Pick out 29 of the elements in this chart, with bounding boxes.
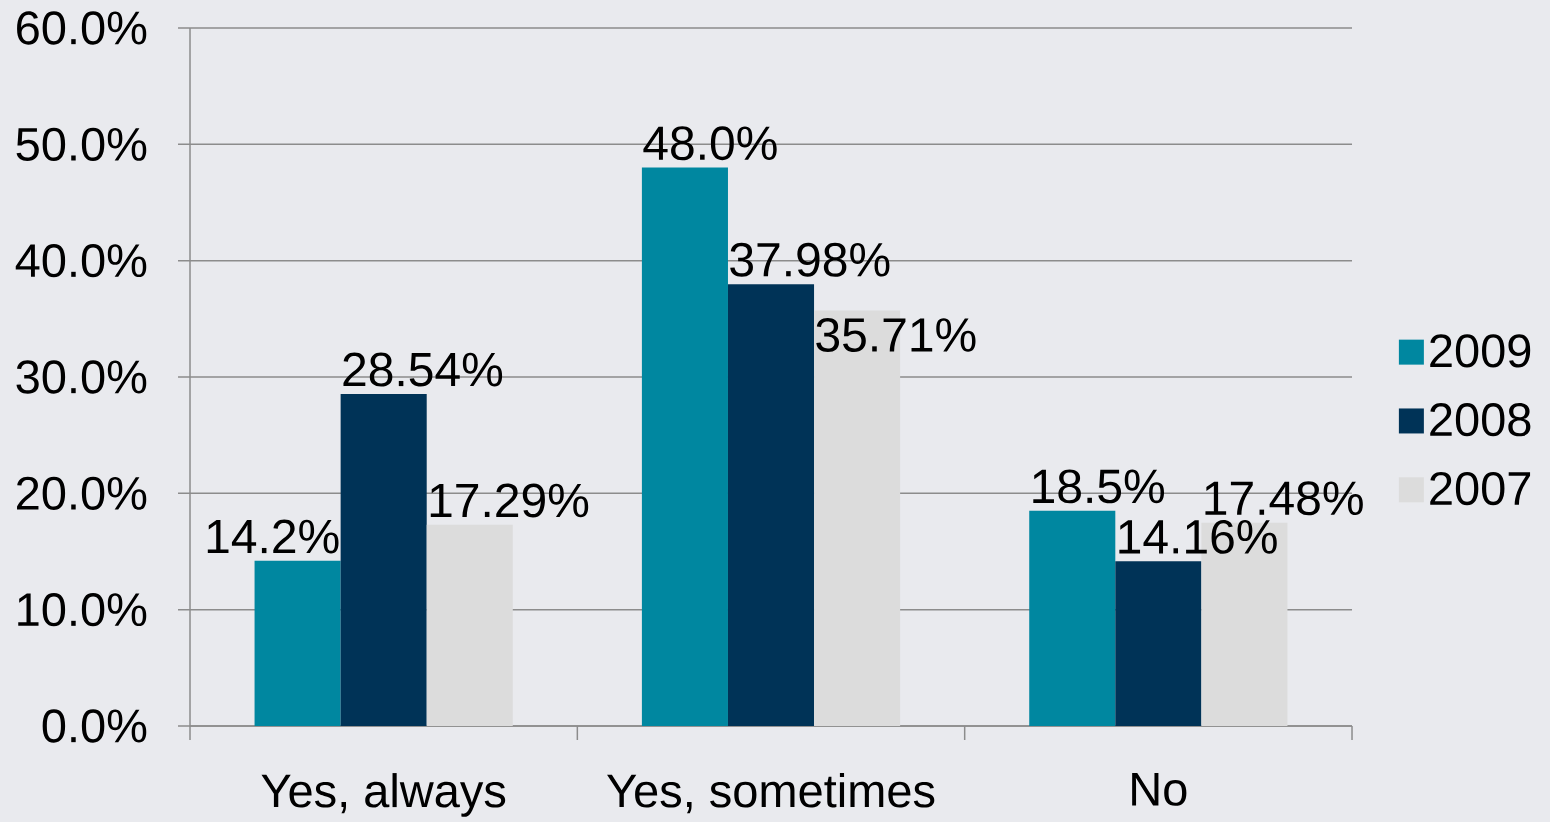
legend-label: 2009 (1430, 334, 1531, 368)
legend-label: 2007 (1430, 471, 1531, 506)
y-tick-label: 10.0% (18, 593, 147, 627)
bar (1029, 510, 1116, 726)
data-label: 37.98% (730, 242, 890, 277)
bar (1115, 561, 1202, 726)
bar (340, 393, 427, 726)
x-tick-label: Yes, sometimes (607, 773, 935, 814)
bar (426, 524, 513, 726)
data-label: 35.71% (816, 317, 976, 352)
y-tick-label: 0.0% (42, 709, 147, 743)
data-label: 17.48% (1205, 481, 1363, 516)
y-tick-label: 60.0% (17, 11, 147, 45)
data-label: 48.0% (643, 126, 777, 161)
data-label: 28.54% (343, 352, 503, 387)
legend-label: 2008 (1430, 403, 1531, 437)
bar (254, 560, 341, 726)
y-tick-label: 30.0% (16, 360, 147, 394)
bar (727, 284, 815, 726)
y-tick-label: 50.0% (16, 127, 147, 161)
data-label: 18.5% (1033, 469, 1165, 504)
data-label: 14.16% (1119, 519, 1277, 554)
data-label: 14.2% (207, 519, 339, 554)
y-tick-label: 20.0% (17, 476, 147, 510)
x-tick-label: No (1132, 773, 1187, 806)
y-tick-label: 40.0% (15, 244, 147, 278)
x-tick-label: Yes, always (261, 773, 506, 817)
data-label: 17.29% (430, 483, 589, 518)
bar (641, 167, 728, 726)
